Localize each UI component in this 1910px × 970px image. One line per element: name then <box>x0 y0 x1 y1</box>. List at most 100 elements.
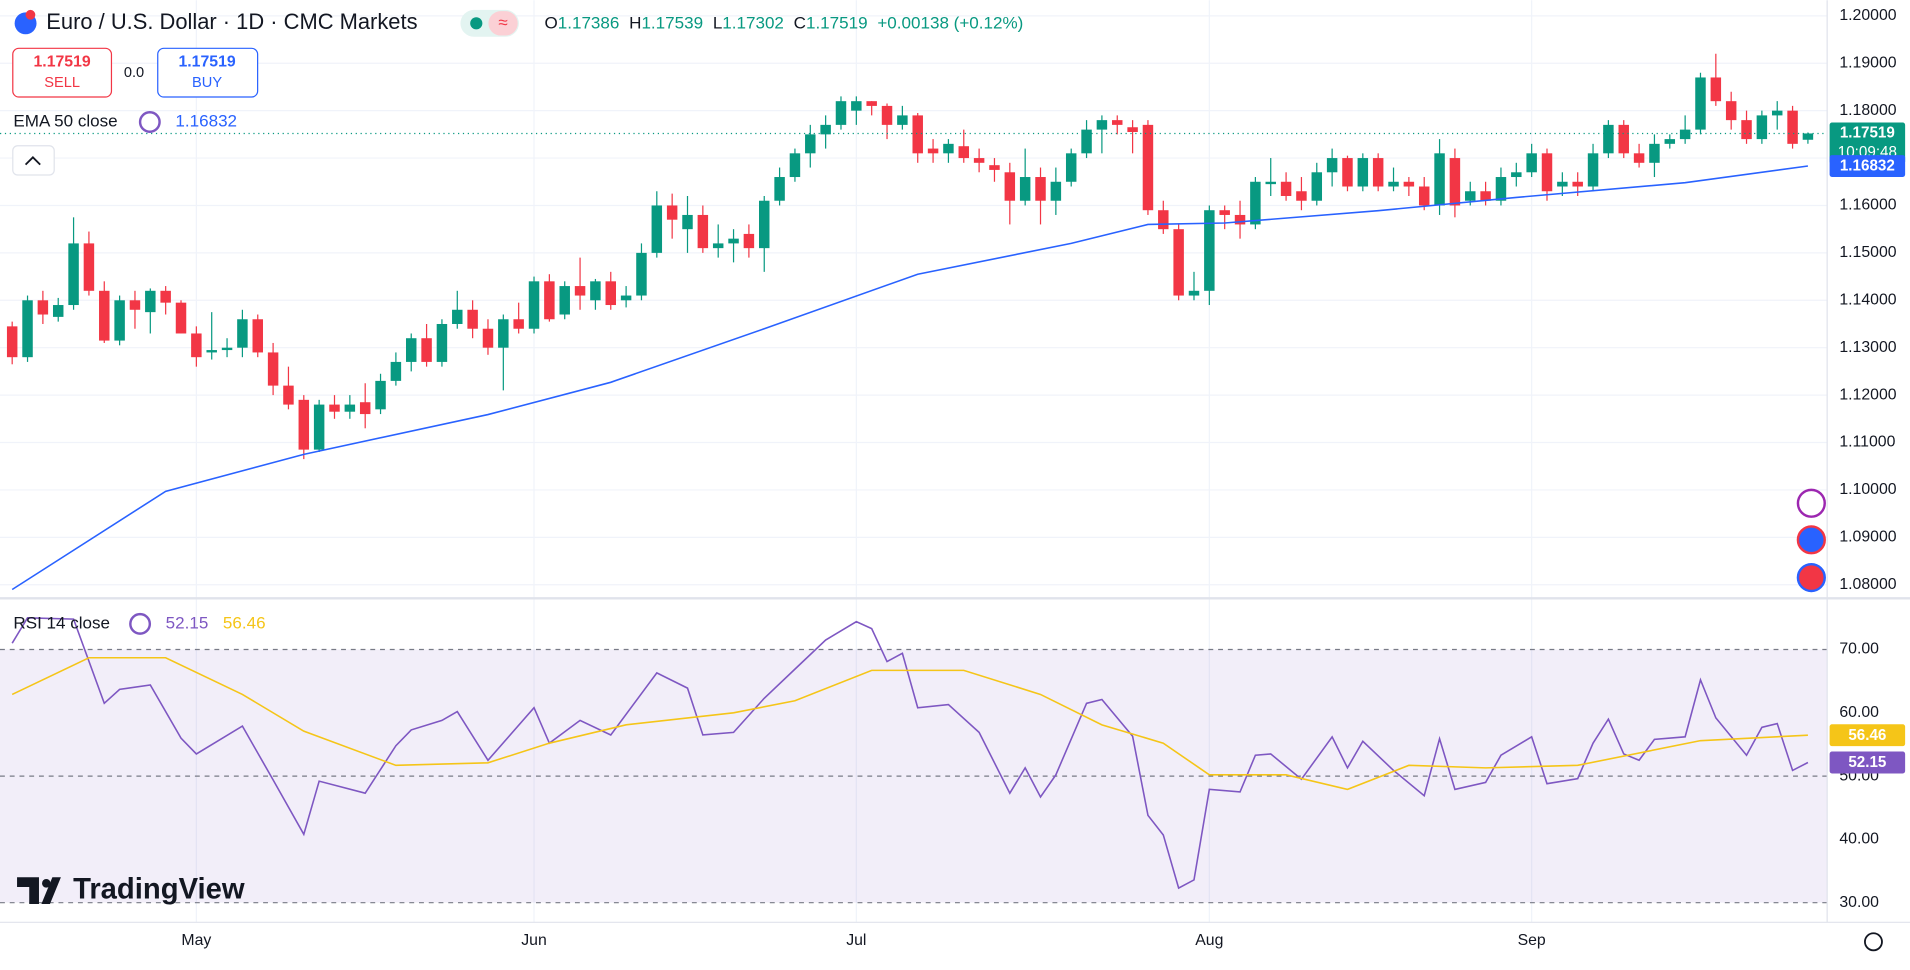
alerts-icon[interactable] <box>1796 488 1826 518</box>
candle-body <box>851 101 862 111</box>
candle-body <box>1280 181 1292 196</box>
candle-body <box>1802 133 1814 140</box>
candle-body <box>1326 158 1338 173</box>
logo-text[interactable]: TradingView <box>73 873 245 905</box>
last-price-tag: 1.17519 <box>1840 124 1895 141</box>
candle-body <box>1449 158 1461 206</box>
candle-body <box>1188 290 1200 296</box>
candle-body <box>927 148 939 154</box>
buy-label: BUY <box>192 75 222 91</box>
candle-body <box>221 347 233 351</box>
candle-body <box>513 319 524 329</box>
low-value: 1.17302 <box>722 13 784 32</box>
market-wave: ≈ <box>498 13 507 32</box>
open-value: 1.17386 <box>558 13 620 32</box>
candle-body <box>1679 129 1691 140</box>
candle-body <box>1725 101 1737 121</box>
candle-body <box>6 326 18 358</box>
candle-body <box>743 233 755 249</box>
candle-body <box>574 286 586 296</box>
rsi-sync-icon[interactable] <box>129 612 152 635</box>
sell-button[interactable] <box>12 47 113 98</box>
close-value: 1.17519 <box>806 13 868 32</box>
candle-body <box>1142 124 1154 211</box>
ema-legend-value: 1.16832 <box>175 112 237 131</box>
open-letter: O <box>544 13 557 32</box>
ohlc-legend: O1.17386 H1.17539 L1.17302 C1.17519 +0.00138… <box>544 13 1023 32</box>
candle-body <box>1035 177 1046 201</box>
candle-body <box>267 352 279 386</box>
candle-body <box>498 319 509 348</box>
y-tick-label: 1.12000 <box>1839 386 1896 403</box>
collapse-caret <box>24 156 41 166</box>
candle-body <box>467 309 478 329</box>
candle-body <box>1265 181 1276 185</box>
axis-layer: 1.200001.190001.180001.170001.160001.150… <box>0 0 1910 949</box>
spread: 0.0 <box>124 65 144 81</box>
collapse-button[interactable] <box>12 145 55 176</box>
candle-body <box>1480 191 1491 201</box>
series-price-tag: 1.16832 <box>1840 158 1895 175</box>
candle-body <box>22 300 33 358</box>
candle-body <box>1096 120 1108 130</box>
market-open-dot <box>470 17 483 30</box>
candle-body <box>452 309 463 324</box>
rsi-legend-name[interactable]: RSI 14 close <box>13 613 110 632</box>
candle-body <box>620 295 632 301</box>
symbol-flag <box>25 9 36 20</box>
candle-body <box>1526 153 1537 173</box>
candle-body <box>866 101 877 106</box>
y-tick-label: 1.13000 <box>1839 339 1896 356</box>
candle-body <box>1541 153 1553 192</box>
candle-body <box>1357 158 1369 187</box>
candle-body <box>759 200 770 249</box>
eur-event-icon[interactable] <box>1796 525 1826 555</box>
high-value: 1.17539 <box>641 13 703 32</box>
settings-icon[interactable] <box>1864 932 1883 952</box>
candle-body <box>897 115 908 125</box>
candle-body <box>1173 229 1184 296</box>
high-letter: H <box>629 13 641 32</box>
candle-body <box>835 101 847 125</box>
candle-body <box>881 105 893 125</box>
ema-legend-name[interactable]: EMA 50 close <box>13 112 117 131</box>
candle-body <box>1633 153 1645 163</box>
candle-body <box>359 402 371 415</box>
buy-button[interactable] <box>157 47 259 98</box>
y-tick-label: 1.14000 <box>1839 291 1896 308</box>
candle-body <box>820 124 831 135</box>
candle-body <box>114 300 125 341</box>
candle-body <box>1388 181 1399 187</box>
candle-body <box>160 290 171 303</box>
rsi-legend-value: 52.15 <box>166 613 209 632</box>
ema-sync-icon[interactable] <box>138 111 161 133</box>
series-value-tag-box <box>1829 751 1906 774</box>
candle-body <box>175 302 187 334</box>
logo-dot <box>42 879 51 888</box>
candle-body <box>682 214 693 230</box>
y-tick-label: 60.00 <box>1839 704 1879 721</box>
y-tick-label: 1.18000 <box>1839 102 1896 119</box>
candle-body <box>1004 172 1016 201</box>
candle-body <box>482 328 494 348</box>
usd-event-icon[interactable] <box>1796 562 1826 593</box>
rsi-ma-legend-value: 56.46 <box>223 613 266 632</box>
candle-body <box>1649 143 1660 163</box>
candle-body <box>605 281 616 306</box>
close-letter: C <box>794 13 806 32</box>
series-line <box>11 165 1809 591</box>
candle-body <box>237 319 248 348</box>
candle-body <box>1587 153 1599 187</box>
candle-body <box>528 281 540 329</box>
candle-body <box>1771 110 1783 116</box>
x-tick-label: Sep <box>1518 932 1546 949</box>
candle-body <box>958 146 970 159</box>
candle-body <box>1418 186 1430 206</box>
candle-body <box>1664 139 1676 144</box>
candle-body <box>52 305 64 317</box>
candle-body <box>421 338 432 362</box>
symbol-title[interactable]: Euro / U.S. Dollar · 1D · CMC Markets <box>46 9 417 34</box>
y-tick-label: 1.11000 <box>1839 434 1895 451</box>
candle-body <box>590 281 601 301</box>
